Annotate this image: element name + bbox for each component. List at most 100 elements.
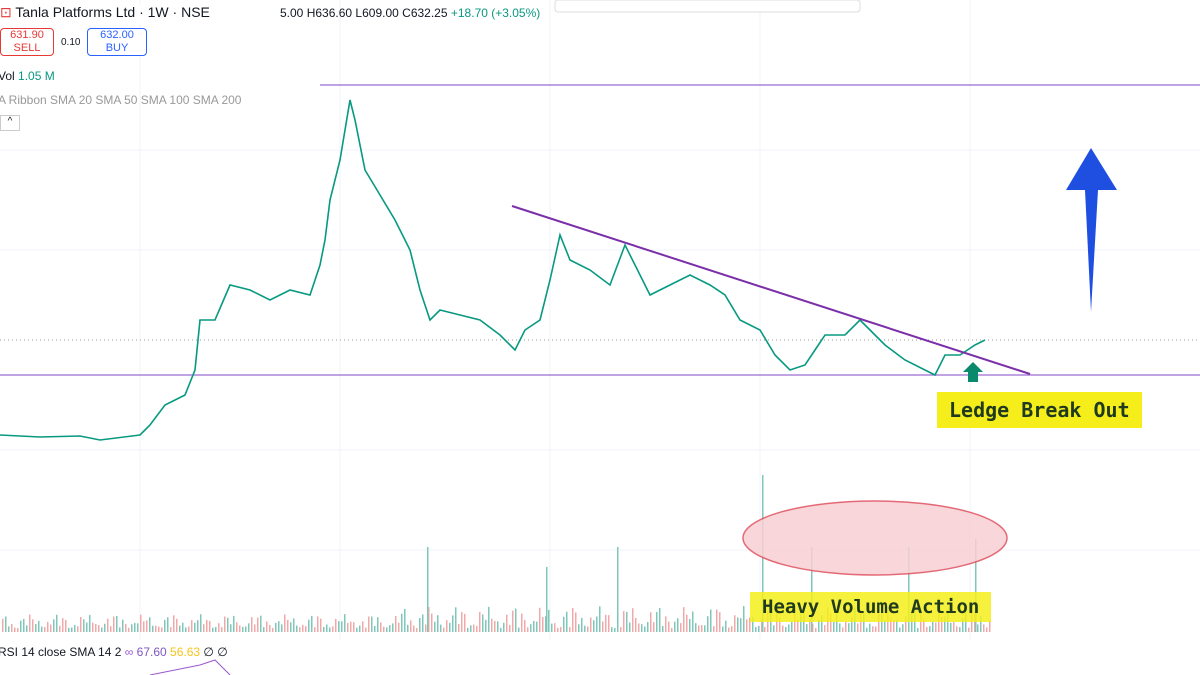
volume-bar <box>305 626 307 632</box>
volume-bar <box>986 627 988 632</box>
volume-bar <box>392 623 394 632</box>
volume-bar <box>161 627 163 632</box>
volume-bar <box>596 616 598 632</box>
rsi-legend: RSI 14 close SMA 14 2 ∞ 67.60 56.63 ∅ ∅ <box>0 645 228 659</box>
vol-label: Vol <box>0 69 15 83</box>
breakout-arrow <box>963 362 983 382</box>
volume-bar <box>488 606 490 632</box>
volume-bar <box>356 627 358 632</box>
volume-bar <box>359 625 361 632</box>
volume-bar <box>503 622 505 632</box>
volume-bar <box>659 607 661 632</box>
volume-bar <box>491 618 493 632</box>
volume-bar <box>575 612 577 632</box>
buy-price: 632.00 <box>100 29 134 41</box>
volume-bar <box>332 626 334 632</box>
volume-bar <box>734 615 736 632</box>
volume-bar <box>446 620 448 632</box>
volume-bar <box>95 623 97 632</box>
volume-bar <box>716 609 718 632</box>
volume-bar <box>908 547 910 632</box>
volume-bar <box>674 621 676 632</box>
volume-bar <box>566 611 568 632</box>
volume-bar <box>128 627 130 632</box>
volume-bar <box>975 539 977 632</box>
volume-bar <box>746 619 748 632</box>
volume-bar <box>515 608 517 632</box>
volume-legend: Vol 1.05 M <box>0 69 55 83</box>
volume-bar <box>539 607 541 632</box>
volume-bar <box>935 622 937 632</box>
volume-bar <box>80 616 82 632</box>
volume-bar <box>71 627 73 632</box>
volume-bar <box>23 618 25 632</box>
volume-bar <box>179 625 181 632</box>
volume-bar <box>476 625 478 632</box>
volume-bar <box>203 624 205 632</box>
volume-bar <box>551 623 553 632</box>
volume-bar <box>839 623 841 632</box>
volume-bar <box>281 624 283 632</box>
volume-bar <box>950 622 952 632</box>
volume-bar <box>110 626 112 632</box>
volume-bar <box>611 627 613 632</box>
volume-bar <box>546 567 548 632</box>
spread: 0.10 <box>61 37 81 48</box>
rsi-line <box>149 659 231 675</box>
volume-bar <box>671 627 673 632</box>
volume-bar <box>665 616 667 632</box>
volume-bar <box>59 625 61 632</box>
buy-button[interactable]: 632.00 BUY <box>87 28 147 56</box>
volume-bar <box>197 620 199 632</box>
drawing-toolbar[interactable] <box>554 0 861 13</box>
volume-bar <box>38 620 40 632</box>
volume-bar <box>329 627 331 632</box>
volume-bar <box>413 625 415 632</box>
volume-bar <box>35 624 37 632</box>
volume-bar <box>350 621 352 632</box>
volume-bar <box>590 617 592 632</box>
collapse-button[interactable]: ^ <box>0 115 20 131</box>
vol-value: 1.05 M <box>18 69 55 83</box>
volume-bar <box>917 627 919 632</box>
volume-bar <box>308 619 310 632</box>
volume-bar <box>260 615 262 632</box>
sell-price: 631.90 <box>10 29 44 41</box>
volume-bar <box>905 616 907 632</box>
volume-bar <box>335 618 337 632</box>
volume-bar <box>695 623 697 632</box>
grid <box>0 0 1200 640</box>
volume-bar <box>704 625 706 632</box>
volume-bar <box>743 606 745 632</box>
volume-bar <box>941 616 943 632</box>
volume-bar <box>176 618 178 632</box>
volume-bar <box>302 624 304 632</box>
volume-bar <box>842 627 844 632</box>
symbol-bar[interactable]: ⊡ Tanla Platforms Ltd · 1W · NSE <box>0 4 278 24</box>
volume-bar <box>500 627 502 632</box>
close: C632.25 <box>402 6 448 20</box>
volume-bar <box>383 626 385 632</box>
volume-bar <box>686 614 688 632</box>
volume-bar <box>86 622 88 632</box>
volume-bar <box>317 616 319 632</box>
volume-bar <box>461 612 463 632</box>
volume-bar <box>371 616 373 632</box>
volume-bar <box>587 626 589 632</box>
trend-line <box>511 205 1031 375</box>
volume-bar <box>983 624 985 632</box>
volume-bar <box>881 614 883 632</box>
volume-bar <box>740 618 742 632</box>
volume-bar <box>427 547 429 632</box>
volume-bar <box>410 620 412 632</box>
volume-bar <box>338 621 340 632</box>
volume-bar <box>152 625 154 632</box>
volume-bar <box>236 622 238 632</box>
volume-bar <box>68 627 70 632</box>
volume-bar <box>557 627 559 632</box>
open: 5.00 <box>280 6 304 20</box>
sell-button[interactable]: 631.90 SELL <box>0 28 54 56</box>
volume-bar <box>662 626 664 632</box>
volume-bar <box>17 627 19 632</box>
volume-bar <box>194 622 196 632</box>
